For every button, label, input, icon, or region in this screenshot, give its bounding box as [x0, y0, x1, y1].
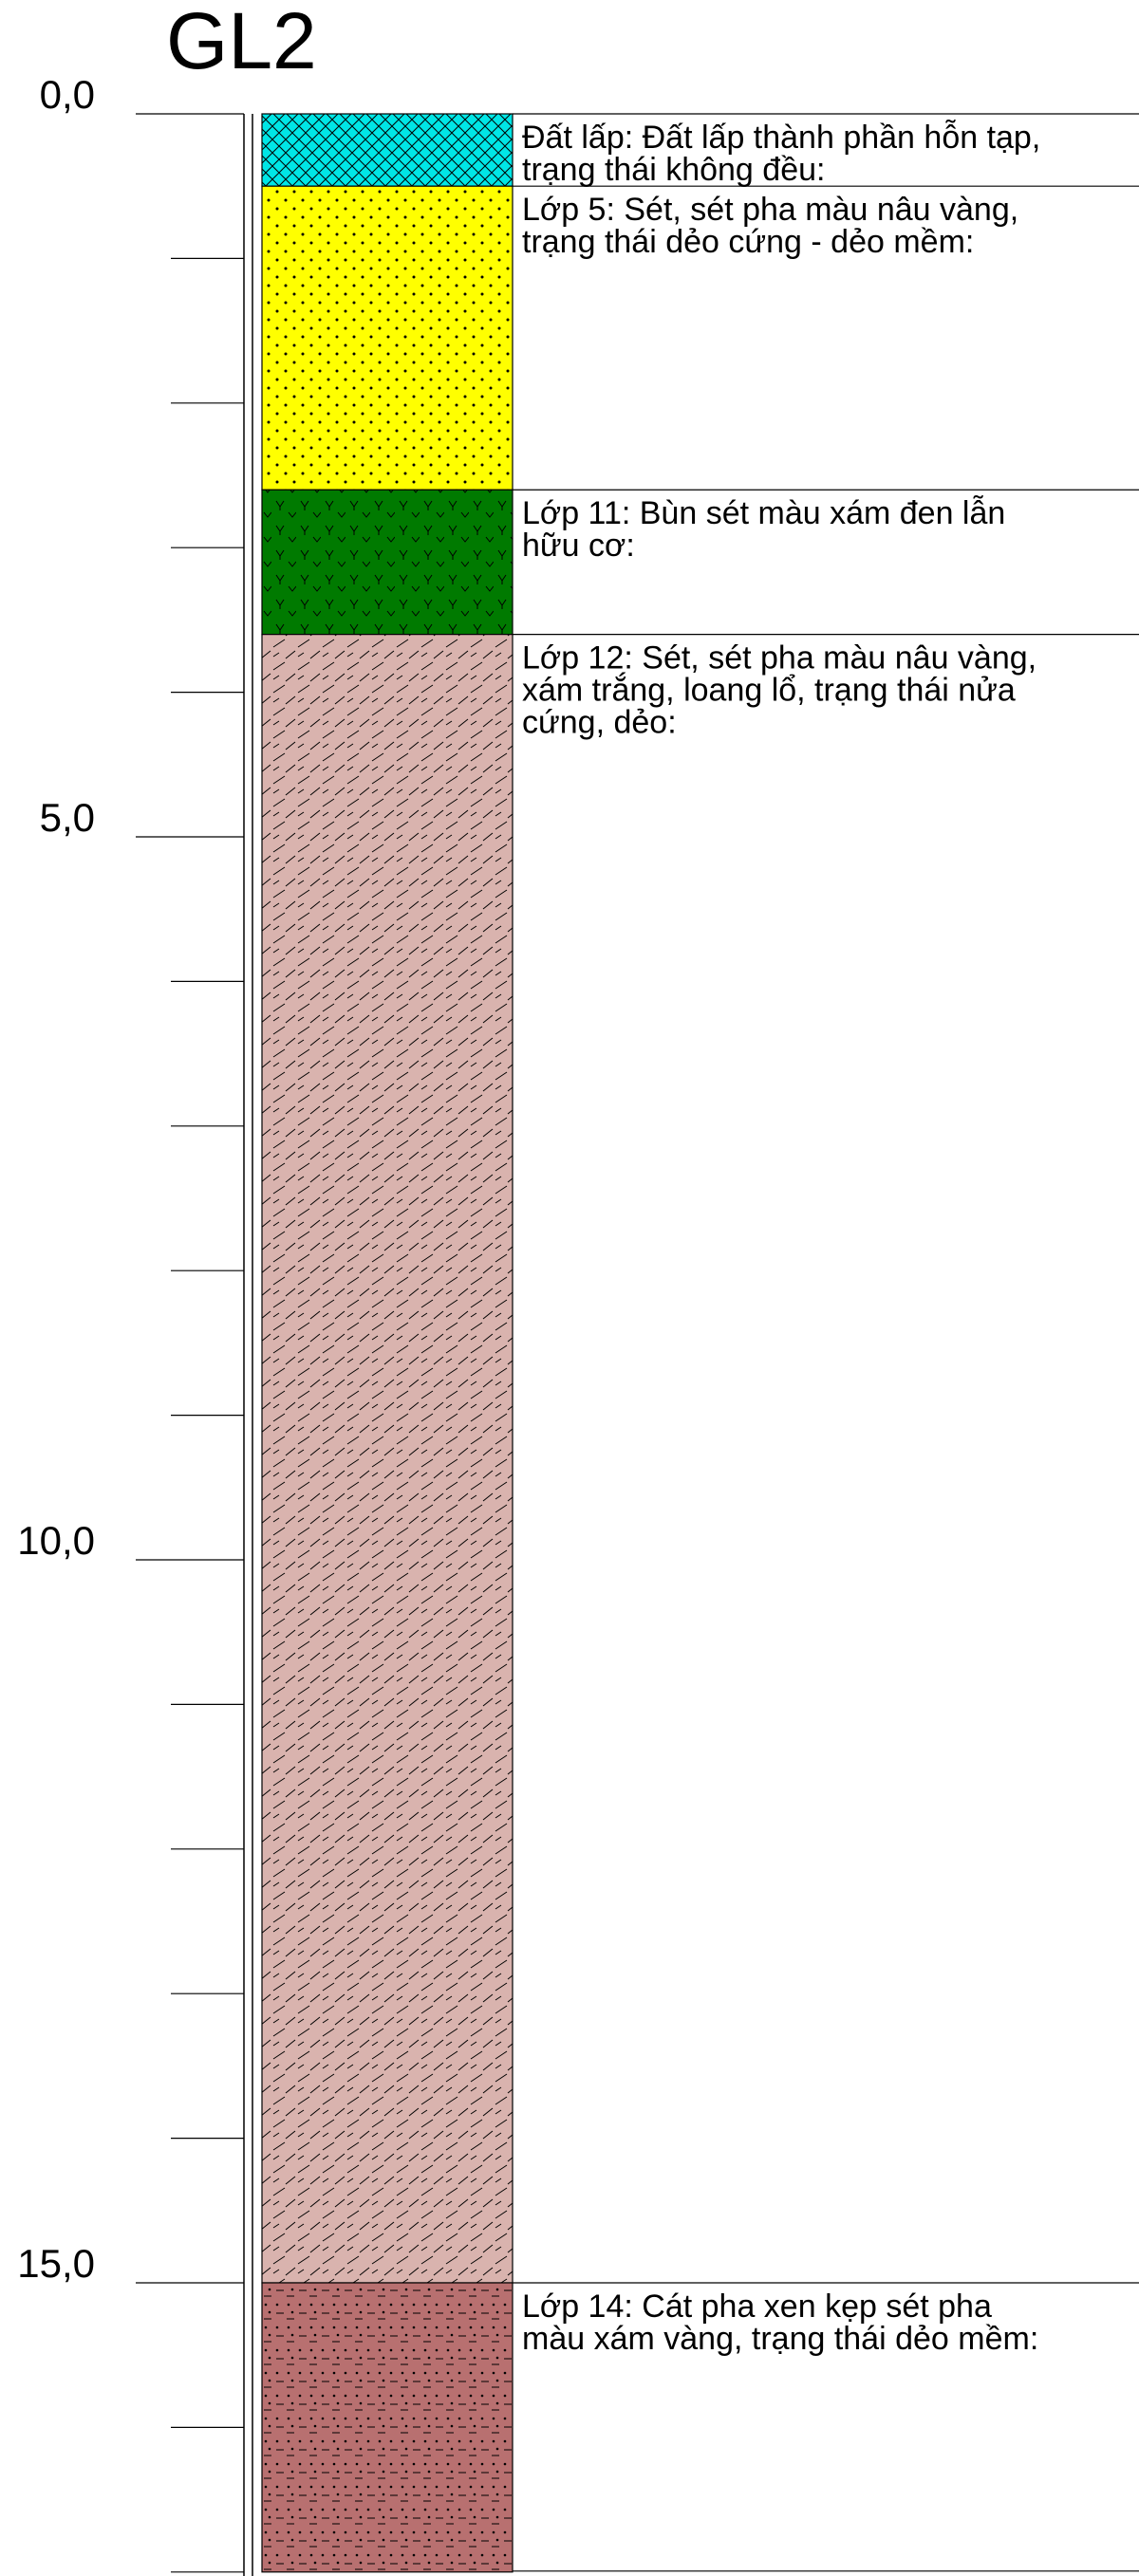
layer-2-pattern	[261, 185, 513, 491]
layer-5-pattern	[261, 2282, 513, 2573]
depth-labels: 0,0 5,0 10,0 15,0	[17, 72, 95, 2286]
depth-ticks	[136, 113, 244, 2573]
layer-descriptions: Đất lấp: Đất lấp thành phần hỗn tạp,trạn…	[513, 113, 1139, 2572]
layer-1-description-line: trạng thái không đều:	[522, 152, 825, 188]
layer-2-description-line: trạng thái dẻo cứng - dẻo mềm:	[522, 224, 974, 260]
layer-1-description-line: Đất lấp: Đất lấp thành phần hỗn tạp,	[522, 120, 1040, 156]
layer-3-description-line: hữu cơ:	[522, 528, 635, 564]
layer-2-description-line: Lớp 5: Sét, sét pha màu nâu vàng,	[522, 192, 1018, 228]
borehole-title: GL2	[166, 0, 317, 85]
layer-4-description-line: Lớp 12: Sét, sét pha màu nâu vàng,	[522, 640, 1036, 676]
layer-4-pattern	[261, 634, 513, 2284]
layer-5-description-line: màu xám vàng, trạng thái dẻo mềm:	[522, 2321, 1038, 2357]
soil-layers	[261, 113, 513, 2573]
depth-label: 10,0	[17, 1518, 95, 1563]
layer-3-pattern	[261, 489, 513, 636]
layer-4-description-line: cứng, dẻo:	[522, 705, 677, 741]
layer-5-description-line: Lớp 14: Cát pha xen kẹp sét pha	[522, 2289, 992, 2325]
layer-4-description-line: xám trắng, loang lổ, trạng thái nửa	[522, 673, 1016, 709]
layer-1-pattern	[261, 113, 513, 187]
depth-label: 0,0	[40, 72, 95, 117]
depth-label: 5,0	[40, 795, 95, 840]
layer-3-description-line: Lớp 11: Bùn sét màu xám đen lẫn	[522, 495, 1005, 531]
depth-label: 15,0	[17, 2241, 95, 2286]
